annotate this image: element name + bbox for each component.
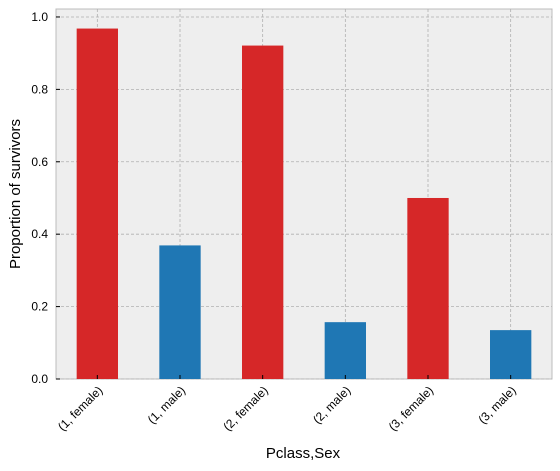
y-tick-label: 0.0 — [31, 372, 48, 386]
bar — [407, 197, 449, 379]
bar — [159, 245, 201, 379]
bar — [76, 28, 118, 380]
x-tick-label: (2, female) — [220, 383, 270, 433]
x-tick-label: (1, female) — [55, 383, 105, 433]
x-tick-label: (1, male) — [145, 383, 188, 426]
y-tick-label: 0.6 — [31, 155, 48, 169]
bar — [324, 322, 366, 379]
y-tick-label: 0.2 — [31, 300, 48, 314]
y-tick-label: 1.0 — [31, 10, 48, 24]
y-tick-label: 0.4 — [31, 227, 48, 241]
x-tick-label: (3, female) — [386, 383, 436, 433]
plot-area — [55, 8, 553, 380]
bar — [242, 45, 284, 380]
y-axis-label: Proportion of survivors — [7, 119, 24, 269]
x-axis-label: Pclass,Sex — [266, 445, 341, 462]
x-tick-label: (3, male) — [475, 383, 518, 426]
x-tick-label: (2, male) — [310, 383, 353, 426]
y-tick-label: 0.8 — [31, 82, 48, 96]
bar — [490, 330, 532, 379]
